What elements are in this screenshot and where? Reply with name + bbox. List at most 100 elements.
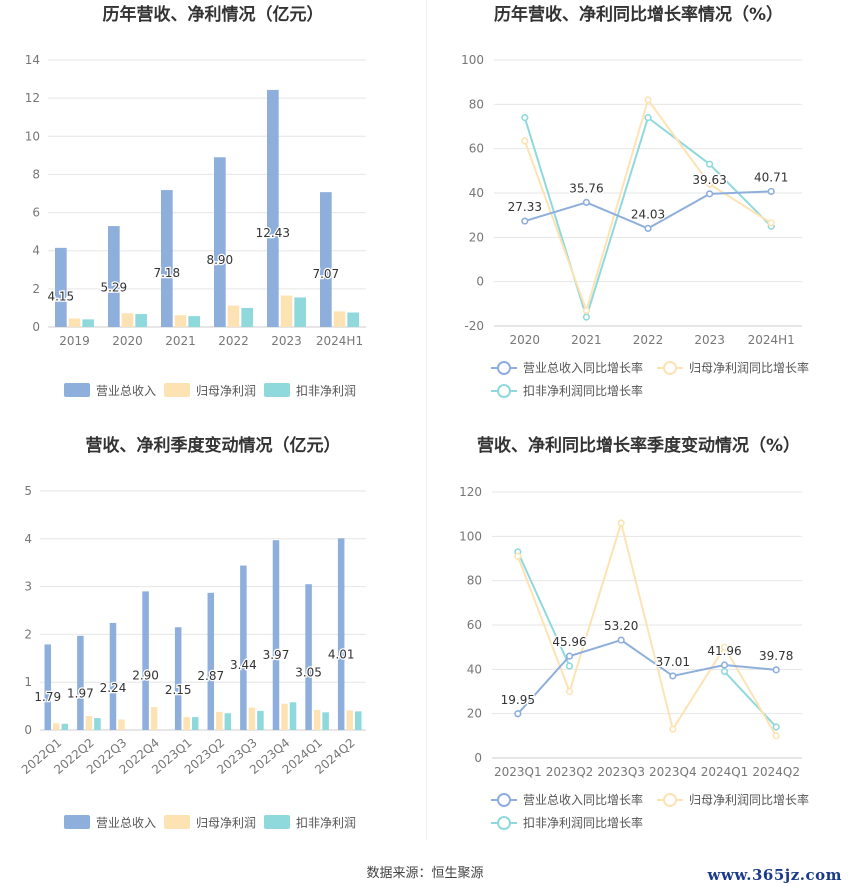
bar-0-4: [267, 89, 279, 328]
series-point-2-4: [720, 667, 729, 676]
data-label: 39.78: [759, 649, 793, 663]
bar-2-7: [289, 702, 297, 730]
legend-label: 营业总收入: [96, 384, 156, 398]
data-label: 2.15: [165, 683, 192, 697]
legend-label: 归母净利润同比增长率: [689, 360, 809, 375]
legend-marker: [663, 793, 677, 807]
chart-title: 历年营收、净利情况（亿元）: [103, 4, 324, 25]
y-tick-label: 60: [467, 618, 482, 632]
bar-0-1: [77, 635, 84, 730]
x-tick-label: 2023Q2: [546, 765, 594, 779]
y-tick-label: 0: [476, 275, 484, 289]
bar-2-6: [257, 710, 264, 730]
series-point-2-1: [565, 662, 574, 670]
y-tick-label: 4: [32, 244, 40, 258]
bar-2-8: [322, 712, 329, 730]
bar-1-2: [174, 315, 187, 327]
y-tick-label: 20: [469, 230, 484, 244]
bar-0-2: [161, 190, 173, 327]
series-line-1: [523, 97, 772, 314]
data-label: 3.44: [230, 658, 257, 672]
series-point-2-5: [772, 723, 780, 731]
data-label: 27.33: [508, 200, 542, 214]
data-label: 5.29: [100, 281, 127, 295]
bar-1-4: [280, 295, 293, 327]
annual-amount-chart: 历年营收、净利情况（亿元） 0 2 4 6 8 10 12 14 4.15 5.29 7.18 8.90…: [0, 0, 426, 415]
series-point-1-3: [669, 725, 677, 733]
chart-plot: 营收、净利同比增长率季度变动情况（%） 0 20 40 60 80 100 120 2023Q1…: [459, 435, 809, 830]
data-label: 7.18: [153, 266, 180, 280]
x-tick-label: 2023Q3: [597, 765, 645, 779]
x-tick-label: 2019: [59, 334, 90, 348]
legend-label: 归母净利润: [196, 384, 256, 398]
series-point-2-1: [582, 313, 591, 321]
series-line-0: [517, 638, 777, 715]
chart-svg: 营收、净利季度变动情况（亿元） 0 1 2 3 4 5 1.79 1.97 2.24 2.90 2.1…: [19, 435, 366, 830]
series-point-1-4: [720, 643, 729, 651]
panel-divider: [426, 0, 427, 840]
bar-2-1: [94, 718, 101, 730]
series-point-1-0: [521, 137, 529, 145]
x-tick-label: 2020: [510, 333, 541, 347]
legend-label: 扣非净利润: [296, 384, 356, 398]
y-tick-label: 12: [25, 91, 40, 105]
x-tick-label: 2024Q2: [752, 765, 800, 779]
bar-2-9: [354, 711, 362, 730]
bar-0-8: [305, 584, 312, 730]
legend-label: 扣非净利润: [296, 816, 356, 830]
series-point-1-3: [705, 180, 714, 188]
chart-plot: 历年营收、净利同比增长率情况（%） -20 0 20 40 60 80 100 2020 2021…: [461, 4, 809, 398]
data-label: 8.90: [206, 253, 233, 267]
bar-2-0: [61, 723, 69, 730]
data-label: 4.15: [47, 289, 74, 303]
y-tick-label: 5: [24, 484, 32, 498]
y-tick-label: 80: [467, 574, 482, 588]
legend-marker: [497, 361, 511, 375]
legend-marker: [497, 793, 511, 807]
series-point-1-1: [582, 306, 591, 315]
series-point-2-3: [705, 160, 714, 168]
bar-0-2: [109, 622, 117, 730]
legend-label: 扣非净利润同比增长率: [523, 815, 643, 830]
series-point-0-2: [617, 636, 625, 644]
y-tick-label: 100: [459, 529, 482, 543]
series-point-0-1: [565, 652, 574, 660]
bar-1-0: [68, 318, 81, 327]
legend-label: 扣非净利润同比增长率: [523, 383, 643, 398]
bar-0-7: [272, 540, 280, 730]
quarterly-growth-chart: 营收、净利同比增长率季度变动情况（%） 0 20 40 60 80 100 120 2023Q1…: [427, 430, 850, 860]
y-tick-label: 2: [24, 627, 32, 641]
x-tick-label: 2023Q4: [649, 765, 697, 779]
series-point-0-0: [514, 710, 522, 718]
chart-svg: 营收、净利同比增长率季度变动情况（%） 0 20 40 60 80 100 120 2023Q1…: [459, 435, 809, 830]
data-label: 1.79: [34, 690, 61, 704]
quarterly-amount-chart: 营收、净利季度变动情况（亿元） 0 1 2 3 4 5 1.79 1.97 2.24 2.90 2.1…: [0, 430, 426, 860]
series-line-1: [516, 519, 778, 737]
y-tick-label: 2: [32, 282, 40, 296]
chart-title: 历年营收、净利同比增长率情况（%）: [494, 4, 783, 25]
legend-swatch: [264, 383, 290, 397]
legend-label: 营业总收入: [96, 816, 156, 830]
x-tick-label: 2021: [571, 333, 602, 347]
series-point-1-5: [772, 732, 780, 740]
legend-label: 营业总收入同比增长率: [523, 792, 643, 807]
bar-1-9: [346, 710, 353, 730]
y-tick-label: 20: [467, 707, 482, 721]
bar-0-4: [174, 627, 182, 730]
data-label: 19.95: [501, 693, 535, 707]
data-label: 7.07: [312, 267, 339, 281]
y-tick-label: 0: [474, 751, 482, 765]
bar-1-6: [248, 707, 256, 730]
x-tick-label: 2023: [271, 334, 302, 348]
legend-swatch: [264, 815, 290, 829]
legend-label: 营业总收入同比增长率: [523, 360, 643, 375]
x-tick-label: 2022: [218, 334, 249, 348]
y-tick-label: 0: [24, 723, 32, 737]
x-tick-label: 2022: [633, 333, 664, 347]
y-tick-label: 40: [469, 186, 484, 200]
x-tick-label: 2020: [112, 334, 143, 348]
bar-2-4: [191, 717, 199, 730]
data-label: 1.97: [67, 686, 94, 700]
chart-plot: 营收、净利季度变动情况（亿元） 0 1 2 3 4 5 1.79 1.97 2.24 2.90 2.1…: [19, 435, 366, 830]
data-label: 45.96: [552, 635, 586, 649]
